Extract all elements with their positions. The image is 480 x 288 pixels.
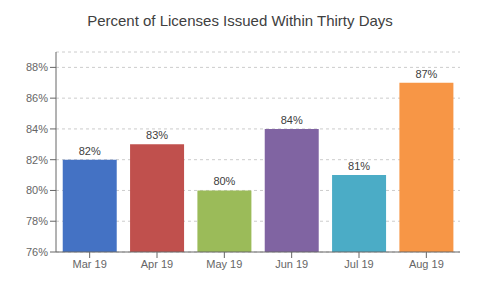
svg-text:84%: 84%	[281, 114, 303, 126]
svg-text:81%: 81%	[348, 160, 370, 172]
svg-text:88%: 88%	[26, 61, 48, 73]
svg-text:80%: 80%	[213, 175, 235, 187]
svg-text:Apr 19: Apr 19	[141, 258, 173, 270]
svg-text:May 19: May 19	[206, 258, 242, 270]
svg-text:Aug 19: Aug 19	[409, 258, 444, 270]
svg-text:86%: 86%	[26, 92, 48, 104]
svg-text:80%: 80%	[26, 184, 48, 196]
svg-text:Jul 19: Jul 19	[344, 258, 373, 270]
svg-text:87%: 87%	[415, 68, 437, 80]
html-text:Percent of Licenses Issued Wit: Percent of Licenses Issued Within Thirty…	[87, 12, 393, 29]
svg-text:Jun 19: Jun 19	[275, 258, 308, 270]
svg-text:83%: 83%	[146, 129, 168, 141]
svg-text:82%: 82%	[79, 145, 101, 157]
svg-text:Mar 19: Mar 19	[73, 258, 107, 270]
svg-text:76%: 76%	[26, 246, 48, 258]
svg-text:84%: 84%	[26, 123, 48, 135]
svg-text:82%: 82%	[26, 154, 48, 166]
svg-text:78%: 78%	[26, 215, 48, 227]
